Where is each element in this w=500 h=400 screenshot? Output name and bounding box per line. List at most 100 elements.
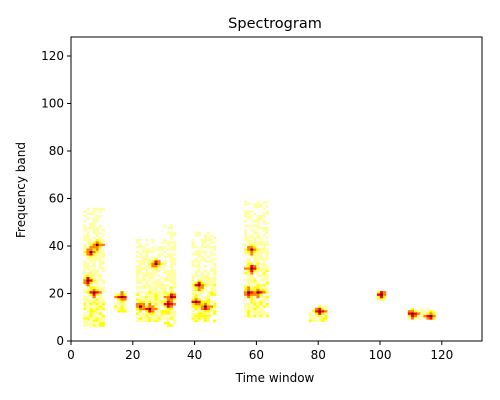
heatmap-cell [92,310,96,313]
heatmap-cell [98,276,102,280]
heatmap-cell [210,288,214,292]
heatmap-cell [86,324,90,327]
heatmap-cell [259,293,263,296]
heatmap-cell [250,293,254,296]
heatmap-cell [197,267,201,270]
heatmap-cell [191,262,195,266]
heatmap-cell [414,310,418,313]
heatmap-cell [98,246,102,249]
heatmap-cell [191,284,195,287]
heatmap-cell [200,276,204,280]
heatmap-cell [86,267,90,270]
heatmap-cell [250,267,254,270]
heatmap-cell [315,310,319,313]
heatmap-cell [169,310,173,313]
heatmap-cell [98,307,102,311]
heatmap-cell [262,288,266,292]
heatmap-cell [200,317,204,320]
heatmap-cell [157,255,161,258]
heatmap-cell [89,269,93,273]
heatmap-cell [200,300,204,304]
heatmap-cell [83,300,87,304]
heatmap-cell [256,293,260,296]
heatmap-cell [86,281,90,285]
heatmap-cell [256,227,260,230]
heatmap-cell [429,314,433,318]
heatmap-cell [210,276,214,280]
heatmap-cell [163,298,167,301]
heatmap-cell [194,260,198,263]
heatmap-cell [250,219,254,223]
heatmap-cell [247,310,251,313]
heatmap-cell [259,236,263,239]
heatmap-cell [197,310,201,313]
heatmap-cell [92,305,96,308]
heatmap-cell [203,260,207,263]
heatmap-cell [89,281,93,285]
heatmap-cell [200,295,204,299]
heatmap-cell [83,229,87,232]
heatmap-cell [256,231,260,235]
heatmap-cell [83,291,87,294]
heatmap-cell [197,260,201,263]
heatmap-cell [259,238,263,242]
heatmap-cell [244,279,248,282]
heatmap-cell [432,312,436,315]
heatmap-cell [312,314,316,318]
heatmap-cell [148,293,152,296]
heatmap-cell [265,231,269,235]
heatmap-cell [253,265,257,268]
heatmap-cell [324,319,328,323]
heatmap-cell [92,219,96,223]
heatmap-cell [157,253,161,256]
heatmap-cell [312,319,316,323]
heatmap-cell [154,269,158,273]
heatmap-cell [151,314,155,318]
heatmap-cell [151,303,155,306]
heatmap-cell [244,231,248,235]
heatmap-cell [98,241,102,244]
heatmap-cell [163,246,167,249]
heatmap-cell [169,260,173,263]
heatmap-cell [244,295,248,299]
heatmap-cell [197,255,201,258]
heatmap-cell [191,291,195,294]
heatmap-cell [92,298,96,301]
heatmap-cell [265,267,269,270]
heatmap-cell [259,288,263,292]
heatmap-cell [262,272,266,275]
heatmap-cell [194,298,198,301]
heatmap-cell [89,238,93,242]
heatmap-cell [83,295,87,299]
heatmap-cell [256,203,260,206]
heatmap-cell [135,269,139,273]
x-tick-label: 120 [430,348,453,362]
heatmap-cell [95,272,99,275]
heatmap-cell [83,234,87,237]
heatmap-cell [383,291,387,294]
heatmap-cell [92,231,96,235]
heatmap-cell [194,257,198,261]
heatmap-cell [148,272,152,275]
heatmap-cell [253,231,257,235]
heatmap-cell [197,293,201,296]
heatmap-cell [169,241,173,244]
heatmap-cell [247,284,251,287]
heatmap-cell [203,241,207,244]
heatmap-cell [154,312,158,315]
heatmap-cell [95,274,99,277]
heatmap-cell [197,279,201,282]
heatmap-cell [101,324,105,327]
heatmap-cell [169,269,173,273]
heatmap-cell [253,257,257,261]
heatmap-cell [256,243,260,247]
heatmap-cell [247,253,251,256]
heatmap-cell [145,243,149,247]
y-tick-label: 0 [56,334,64,348]
heatmap-cell [166,310,170,313]
x-tick-label: 100 [369,348,392,362]
heatmap-cell [166,319,170,323]
heatmap-cell [380,295,384,299]
heatmap-cell [117,303,121,306]
